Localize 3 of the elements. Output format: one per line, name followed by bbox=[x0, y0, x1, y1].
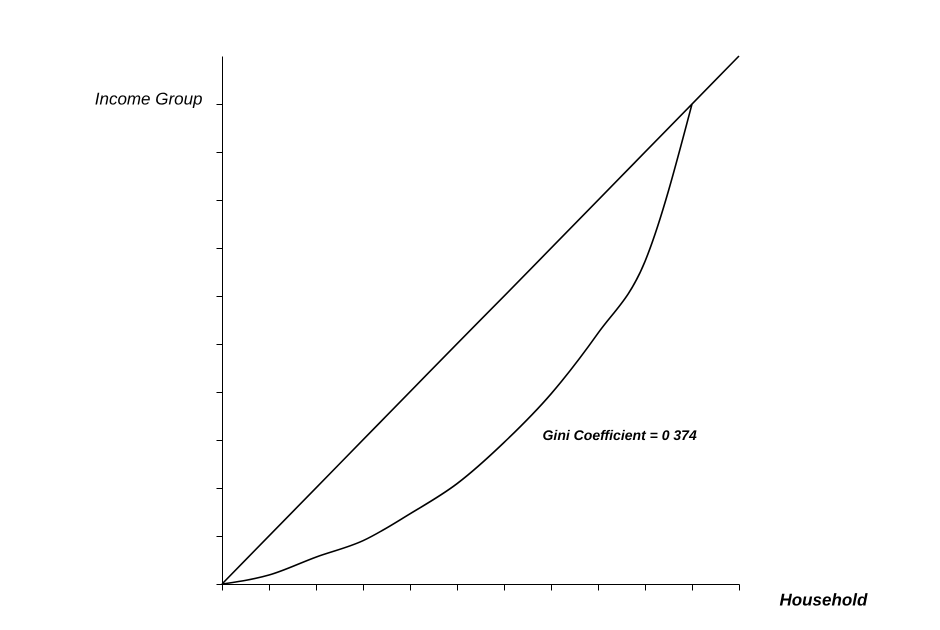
y-axis-title: Income Group bbox=[94, 90, 202, 108]
x-axis-title: Household bbox=[780, 590, 868, 610]
annotation: Gini Coefficient = 0 374 bbox=[542, 427, 697, 444]
